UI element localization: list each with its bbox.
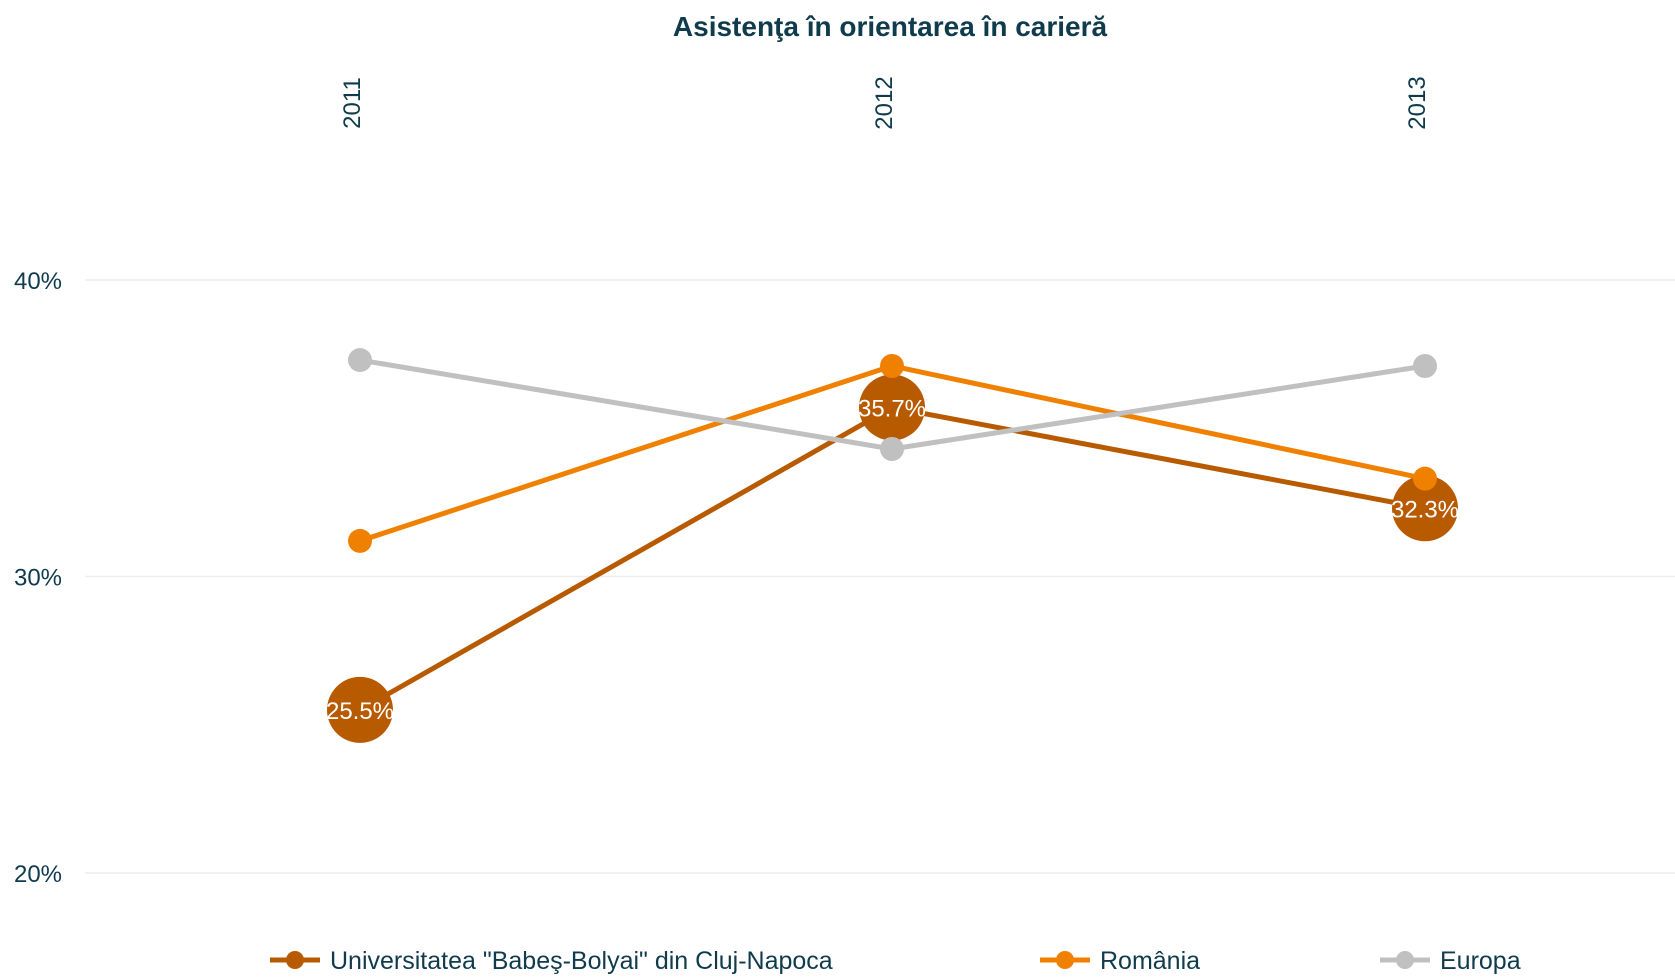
gridlines [85, 279, 1675, 874]
legend-swatch-marker [1056, 951, 1074, 969]
legend-label: Universitatea "Babeş-Bolyai" din Cluj-Na… [330, 947, 833, 975]
legend-label: România [1100, 947, 1200, 975]
data-point [327, 676, 393, 743]
data-point [1392, 475, 1458, 542]
data-label: 32.3% [1391, 496, 1459, 523]
series-1 [348, 353, 1437, 553]
x-axis-ticks: 2011 2012 2013 [339, 76, 1431, 129]
legend: Universitatea "Babeş-Bolyai" din Cluj-Na… [270, 947, 1521, 975]
y-axis-ticks: 20% 30% 40% [14, 268, 62, 888]
data-point [348, 348, 372, 373]
x-tick-label: 2012 [871, 76, 898, 129]
legend-item: România [1040, 947, 1200, 975]
legend-label: Europa [1440, 947, 1521, 975]
x-tick-label: 2013 [1404, 76, 1431, 129]
legend-swatch-marker [286, 951, 304, 969]
legend-item: Universitatea "Babeş-Bolyai" din Cluj-Na… [270, 947, 833, 975]
x-tick-label: 2011 [339, 77, 366, 129]
series-2 [348, 348, 1437, 462]
legend-item: Europa [1380, 947, 1521, 975]
series-0: 25.5% 35.7% 32.3% [326, 374, 1459, 743]
data-point [880, 437, 904, 462]
y-tick-label: 20% [14, 861, 62, 888]
y-tick-label: 30% [14, 565, 62, 592]
data-point [1413, 353, 1437, 378]
data-point [880, 353, 904, 378]
series: 25.5% 35.7% 32.3% [326, 348, 1459, 743]
data-label: 25.5% [326, 698, 394, 725]
data-point [859, 374, 925, 441]
chart-title: Asistenţa în orientarea în carieră [673, 11, 1108, 42]
data-label: 35.7% [858, 395, 926, 422]
data-point [1413, 466, 1437, 491]
y-tick-label: 40% [14, 268, 62, 295]
data-point [348, 528, 372, 553]
legend-swatch-marker [1396, 951, 1414, 969]
